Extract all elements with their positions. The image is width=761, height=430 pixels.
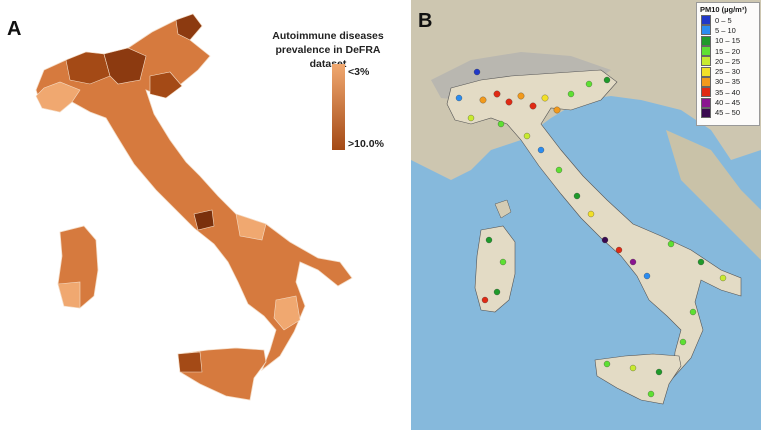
station-marker bbox=[647, 390, 655, 398]
station-marker bbox=[567, 90, 575, 98]
station-marker bbox=[455, 94, 463, 102]
monitoring-stations bbox=[455, 68, 727, 398]
station-marker bbox=[587, 210, 595, 218]
pm10-legend-label: 20 – 25 bbox=[715, 56, 741, 66]
station-marker bbox=[523, 132, 531, 140]
station-marker bbox=[517, 92, 525, 100]
station-marker bbox=[553, 106, 561, 114]
pm10-legend-label: 35 – 40 bbox=[715, 87, 741, 97]
pm10-legend-item: 20 – 25 bbox=[697, 56, 759, 67]
pm10-legend-swatch bbox=[701, 15, 711, 26]
italy-land bbox=[446, 69, 742, 405]
station-marker bbox=[505, 98, 513, 106]
station-marker bbox=[485, 236, 493, 244]
station-marker bbox=[603, 76, 611, 84]
pm10-legend-swatch bbox=[701, 107, 711, 118]
station-marker bbox=[529, 102, 537, 110]
panel-letter-b: B bbox=[418, 10, 433, 32]
pm10-legend-item: 35 – 40 bbox=[697, 87, 759, 98]
station-marker bbox=[697, 258, 705, 266]
pm10-legend-swatch bbox=[701, 66, 711, 77]
station-marker bbox=[643, 272, 651, 280]
station-marker bbox=[497, 120, 505, 128]
station-marker bbox=[499, 258, 507, 266]
panel-letter-a: A bbox=[7, 18, 22, 40]
legend-low-label: <3% bbox=[348, 66, 370, 78]
pm10-legend-item: 40 – 45 bbox=[697, 97, 759, 108]
station-marker bbox=[481, 296, 489, 304]
station-marker bbox=[601, 236, 609, 244]
legend-high-label: >10.0% bbox=[348, 138, 384, 150]
color-scale-bar bbox=[332, 64, 345, 150]
legend-title-line1: Autoimmune diseases bbox=[272, 30, 384, 42]
balkans-land bbox=[666, 130, 761, 260]
pm10-legend-item: 5 – 10 bbox=[697, 25, 759, 36]
pm10-legend-item: 0 – 5 bbox=[697, 15, 759, 26]
pm10-legend-label: 15 – 20 bbox=[715, 46, 741, 56]
station-marker bbox=[615, 246, 623, 254]
pm10-legend-item: 15 – 20 bbox=[697, 46, 759, 57]
pm10-legend-label: 45 – 50 bbox=[715, 108, 741, 118]
sardinia bbox=[57, 225, 99, 309]
sicily bbox=[177, 347, 267, 401]
map-autoimmune-prevalence bbox=[35, 13, 353, 401]
pm10-legend-label: 5 – 10 bbox=[715, 25, 736, 35]
station-marker bbox=[467, 114, 475, 122]
pm10-legend-item: 45 – 50 bbox=[697, 107, 759, 118]
pm10-legend-swatch bbox=[701, 56, 711, 67]
pm10-legend-item: 30 – 35 bbox=[697, 76, 759, 87]
pm10-legend-swatch bbox=[701, 87, 711, 98]
station-marker bbox=[493, 288, 501, 296]
station-marker bbox=[629, 364, 637, 372]
map-pm10-stations bbox=[411, 0, 761, 430]
station-marker bbox=[473, 68, 481, 76]
pm10-legend-item: 10 – 15 bbox=[697, 35, 759, 46]
pm10-legend-item: 25 – 30 bbox=[697, 66, 759, 77]
station-marker bbox=[603, 360, 611, 368]
pm10-legend-label: 0 – 5 bbox=[715, 15, 732, 25]
station-marker bbox=[555, 166, 563, 174]
station-marker bbox=[679, 338, 687, 346]
station-marker bbox=[479, 96, 487, 104]
pm10-legend-swatch bbox=[701, 35, 711, 46]
station-marker bbox=[719, 274, 727, 282]
pm10-legend-label: 25 – 30 bbox=[715, 67, 741, 77]
station-marker bbox=[689, 308, 697, 316]
station-marker bbox=[667, 240, 675, 248]
station-marker bbox=[585, 80, 593, 88]
station-marker bbox=[655, 368, 663, 376]
pm10-legend-label: 30 – 35 bbox=[715, 77, 741, 87]
italy-mainland bbox=[35, 13, 353, 372]
legend-title-line2: prevalence in DeFRA dataset bbox=[275, 44, 381, 70]
pm10-legend-title: PM10 (µg/m³) bbox=[700, 5, 747, 14]
station-marker bbox=[629, 258, 637, 266]
station-marker bbox=[493, 90, 501, 98]
pm10-legend-swatch bbox=[701, 97, 711, 108]
station-marker bbox=[541, 94, 549, 102]
pm10-legend-swatch bbox=[701, 46, 711, 57]
pm10-legend-label: 10 – 15 bbox=[715, 36, 741, 46]
pm10-legend-label: 40 – 45 bbox=[715, 98, 741, 108]
pm10-legend-swatch bbox=[701, 76, 711, 87]
station-marker bbox=[573, 192, 581, 200]
pm10-legend-swatch bbox=[701, 25, 711, 36]
station-marker bbox=[537, 146, 545, 154]
legend-title: Autoimmune diseases prevalence in DeFRA … bbox=[262, 29, 394, 71]
